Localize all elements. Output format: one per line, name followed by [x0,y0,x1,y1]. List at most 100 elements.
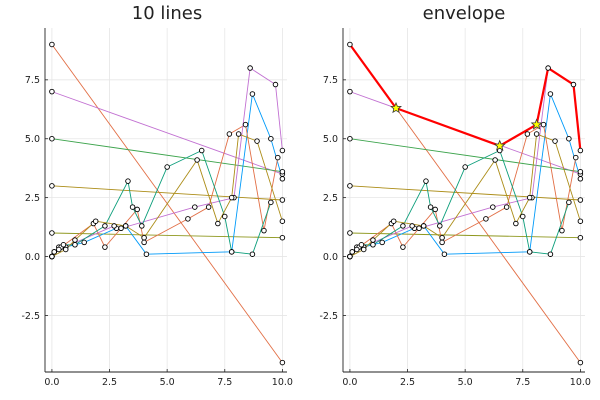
data-point [347,183,353,189]
data-point [439,234,445,241]
data-point [577,197,584,203]
y-tick-label: 2.5 [323,193,338,204]
data-point [49,253,55,260]
data-point [462,164,468,170]
data-point [358,242,365,248]
data-point [577,176,584,182]
data-point [360,246,367,253]
data-point [49,135,55,142]
chart-title: envelope [423,3,506,24]
data-point [423,178,429,184]
data-point [573,154,579,161]
data-point [379,239,385,246]
data-point [347,230,353,236]
data-point [164,164,170,170]
x-tick-label: 10.0 [570,377,591,388]
data-point [134,206,140,213]
data-point [400,223,406,229]
data-point [49,88,55,95]
data-point [51,249,57,255]
data-point [566,135,572,142]
axes: 0.0 2.5 5.0 7.5 10.0 -2.5 0.0 2.5 5.0 7.5 [319,28,591,388]
data-point [279,197,286,203]
data-point [400,244,406,250]
data-point [254,138,260,144]
y-tick-label: -2.5 [319,311,338,322]
data-point [125,178,131,184]
crossing-star [390,101,402,114]
data-point [279,359,286,366]
data-point [503,204,510,210]
data-point [354,246,360,253]
data-point [268,135,274,142]
series-line [51,232,283,239]
series-line [349,232,581,239]
data-point [547,91,554,97]
x-tick-label: 2.5 [400,377,415,388]
data-point [566,199,572,206]
data-point [102,223,108,229]
panel-envelope: envelope 0.0 2.5 5.0 7.5 10.0 -2.5 0.0 2.5 5.0 7.… [319,3,591,388]
data-point [205,204,212,210]
data-point [242,121,249,128]
data-point [390,218,397,224]
data-point [577,234,584,241]
data-point [347,88,353,95]
data-point [416,225,422,232]
data-point [370,237,376,243]
y-tick-label: -2.5 [21,311,40,322]
crossing-star [493,139,506,151]
data-point [577,168,584,175]
data-point [577,359,584,366]
data-point [194,157,200,163]
grid [45,28,287,372]
crossing-star [530,118,543,130]
data-point [198,147,205,154]
data-point [577,218,584,224]
x-tick-label: 7.5 [515,377,530,388]
data-point [441,251,448,257]
data-point [247,65,253,71]
y-tick-label: 5.0 [25,134,40,145]
axes: 0.0 2.5 5.0 7.5 10.0 -2.5 0.0 2.5 5.0 7.5 [21,28,293,388]
data-point [432,206,438,213]
data-point [226,131,233,137]
data-points [347,41,584,366]
data-point [249,251,256,257]
series-line [51,124,279,257]
crossing-markers [390,101,543,151]
data-point [409,223,415,229]
data-point [492,157,498,163]
data-point [279,168,286,175]
data-point [347,41,353,48]
data-point [235,131,242,137]
data-point [279,218,286,224]
data-point [228,249,235,255]
data-point [272,81,279,88]
data-point [279,147,286,154]
data-point [111,223,117,229]
data-point [49,183,55,189]
data-point [141,234,147,241]
y-tick-label: 7.5 [323,75,338,86]
series-line [349,185,581,201]
data-point [279,176,286,182]
series-line [51,185,283,201]
series-line [349,138,581,173]
data-point [279,234,286,241]
data-point [192,204,198,210]
data-point [72,237,78,243]
data-point [439,239,445,246]
data-point [60,242,67,248]
y-tick-label: 5.0 [323,134,338,145]
data-point [483,216,489,222]
data-point [347,135,353,142]
data-point [261,227,267,234]
series-line [349,124,577,257]
data-point [437,223,443,229]
data-point [552,138,558,144]
grid [343,28,585,372]
data-point [268,199,274,206]
data-point [215,220,221,227]
